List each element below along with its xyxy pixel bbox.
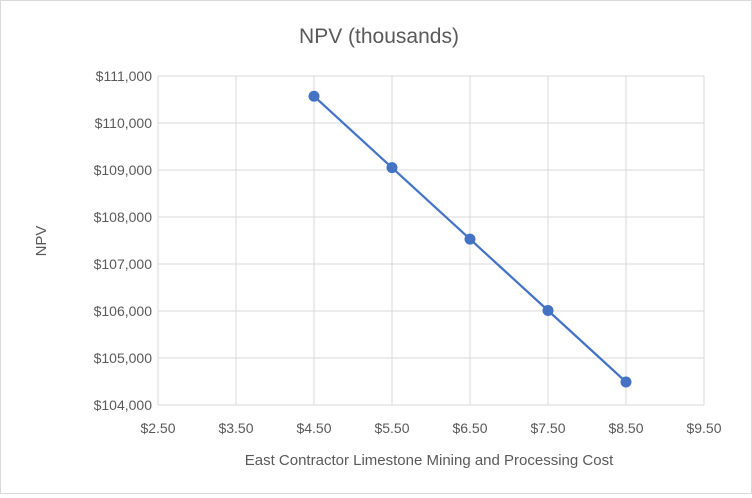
y-tick-label: $111,000 [96, 68, 153, 84]
y-tick-label: $108,000 [94, 209, 153, 225]
data-point [542, 305, 554, 317]
series-group [308, 90, 632, 388]
y-tick-label: $107,000 [94, 256, 153, 272]
x-axis-ticks: $2.50 $3.50 $4.50 $5.50 $6.50 $7.50 $8.50 $9.50 [140, 420, 721, 436]
x-tick-label: $2.50 [140, 420, 175, 436]
data-point [308, 90, 320, 102]
x-tick-label: $4.50 [296, 420, 331, 436]
y-axis-title: NPV [33, 226, 50, 257]
data-point [386, 162, 398, 174]
y-axis-ticks: $104,000 $105,000 $106,000 $107,000 $108,000… [94, 68, 153, 413]
x-tick-label: $7.50 [530, 420, 565, 436]
x-axis-title: East Contractor Limestone Mining and Pro… [245, 452, 614, 469]
data-point [464, 233, 476, 245]
y-tick-label: $109,000 [94, 162, 153, 178]
y-tick-label: $104,000 [94, 397, 153, 413]
y-tick-label: $105,000 [94, 350, 153, 366]
y-tick-label: $110,000 [95, 115, 153, 131]
x-tick-label: $3.50 [218, 420, 253, 436]
x-tick-label: $5.50 [374, 420, 409, 436]
chart-title: NPV (thousands) [299, 25, 459, 48]
grid [157, 75, 705, 406]
x-tick-label: $9.50 [686, 420, 721, 436]
x-tick-label: $6.50 [452, 420, 487, 436]
data-point [620, 376, 632, 388]
y-tick-label: $106,000 [94, 303, 153, 319]
x-tick-label: $8.50 [608, 420, 643, 436]
